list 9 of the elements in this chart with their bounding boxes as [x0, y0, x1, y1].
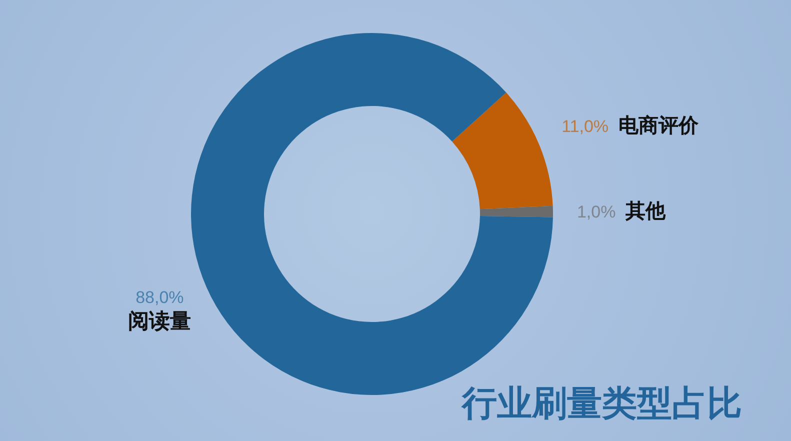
data-label: 88,0%	[136, 288, 184, 308]
slice-label: 电商评价	[618, 114, 700, 138]
donut-slice	[452, 92, 553, 210]
slice-label: 其他	[624, 200, 667, 222]
data-label: 1,0%	[576, 202, 616, 221]
text: 行业刷量类型占比	[461, 384, 742, 423]
slice-label: 阅读量	[128, 310, 192, 334]
donut-slice	[480, 206, 553, 218]
data-label: 11,0%	[562, 116, 609, 136]
